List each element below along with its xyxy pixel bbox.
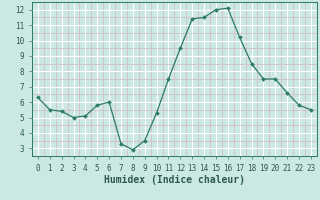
X-axis label: Humidex (Indice chaleur): Humidex (Indice chaleur): [104, 175, 245, 185]
